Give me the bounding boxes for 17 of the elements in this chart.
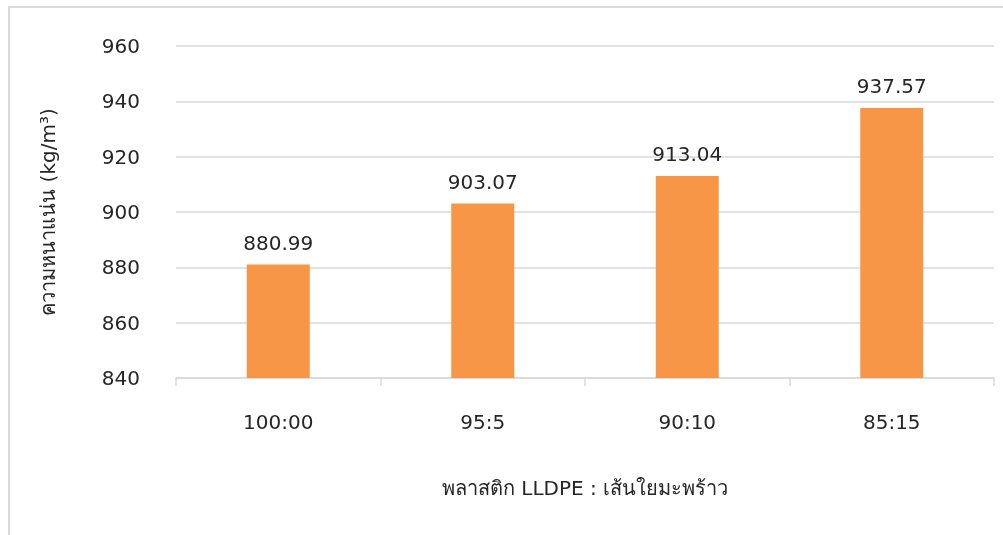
x-tick-label: 85:15 xyxy=(862,410,921,434)
y-tick-label: 880 xyxy=(101,255,140,280)
y-axis-title: ความหนาแน่น (kg/m³) xyxy=(36,108,60,316)
y-tick-label: 940 xyxy=(101,89,140,114)
y-tick-label: 960 xyxy=(101,34,140,58)
x-tick-label: 90:10 xyxy=(658,410,717,434)
data-label: 913.04 xyxy=(652,141,723,166)
x-tick-label: 95:5 xyxy=(460,410,506,434)
y-tick-label: 900 xyxy=(101,200,140,224)
y-tick-label: 840 xyxy=(101,366,140,390)
x-axis-title: พลาสติก LLDPE : เส้นใยมะพร้าว xyxy=(441,476,729,500)
x-tick-label: 100:00 xyxy=(243,410,314,434)
data-label: 880.99 xyxy=(243,230,314,255)
y-tick-label: 920 xyxy=(101,144,140,169)
y-tick-label: 860 xyxy=(101,310,140,335)
data-label: 937.57 xyxy=(856,74,927,99)
data-label: 903.07 xyxy=(447,169,518,194)
